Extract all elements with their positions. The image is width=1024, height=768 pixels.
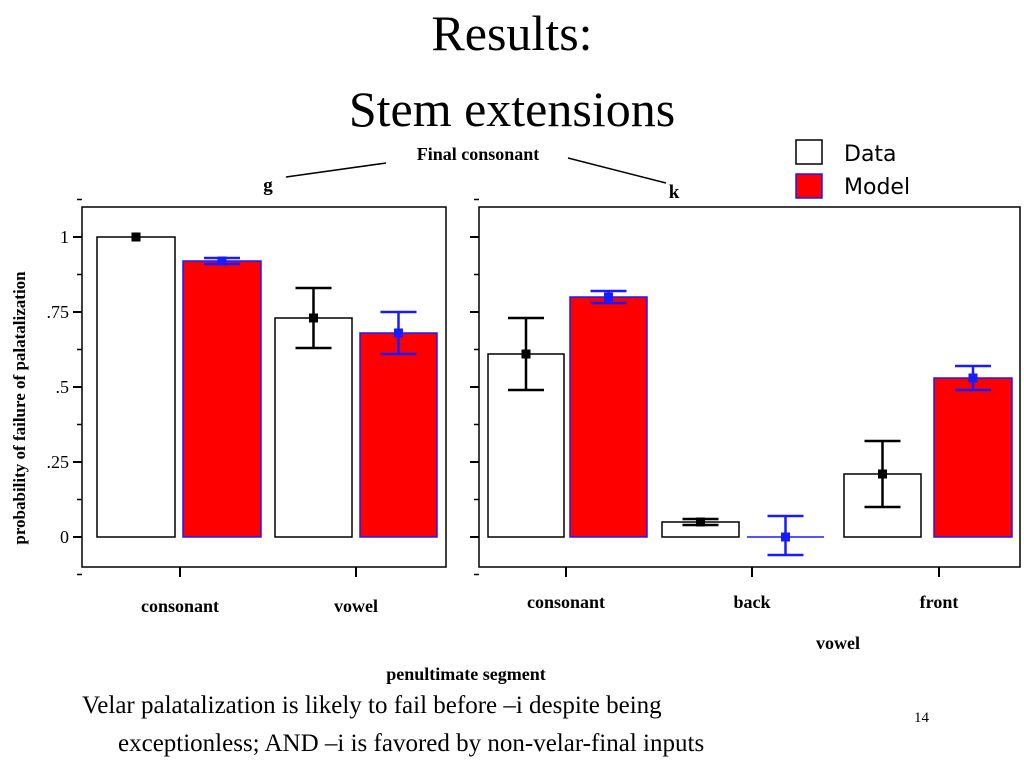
slide-title-line1: Results: — [431, 5, 593, 61]
point-marker-model — [781, 532, 790, 542]
facet-bracket-left — [285, 162, 387, 178]
facet-g-label: g — [263, 175, 273, 196]
x-tick-label: consonant — [141, 596, 219, 616]
x-sub-axis-label: vowel — [816, 633, 860, 653]
point-marker-data — [696, 517, 705, 527]
point-marker-model — [394, 328, 403, 338]
y-tick-label: 1 — [60, 227, 69, 247]
legend-label-model: Model — [844, 175, 910, 200]
facet-label: Final consonant — [417, 144, 540, 164]
point-marker-data — [521, 349, 531, 359]
legend-swatch-data — [795, 139, 823, 165]
bar-chart: 0 .25 .5 .75 1 consonant vowel consonant back fro… — [10, 139, 1021, 684]
facet-bracket-right — [567, 157, 667, 184]
x-tick-label: consonant — [527, 592, 605, 612]
y-axis-label: probability of failure of palatalization — [10, 271, 29, 545]
bar-data — [274, 317, 353, 538]
caption-line2: exceptionless; AND –i is favored by non-… — [118, 730, 705, 757]
bar-model — [933, 377, 1013, 538]
bar-model — [359, 332, 438, 538]
x-tick-label: vowel — [334, 596, 378, 616]
point-marker-data — [309, 313, 318, 323]
legend-label-data: Data — [844, 142, 897, 167]
facet-k-label: k — [669, 182, 680, 203]
legend-swatch-model — [795, 173, 823, 199]
slide-title-line2: Stem extensions — [348, 81, 676, 137]
bar-model — [569, 296, 648, 538]
y-tick-label: .75 — [47, 302, 70, 322]
chart-marks: 0 .25 .5 .75 1 consonant vowel consonant back fro… — [47, 198, 1021, 616]
x-axis-label: penultimate segment — [386, 664, 545, 684]
point-marker-data — [878, 469, 887, 479]
slide-number: 14 — [914, 710, 929, 726]
y-tick-label: 0 — [60, 527, 69, 547]
x-tick-label: back — [733, 592, 770, 612]
bar-model — [182, 260, 262, 538]
x-tick-label: front — [920, 592, 959, 612]
point-marker-data — [131, 232, 141, 242]
caption-line1: Velar palatalization is likely to fail b… — [82, 692, 662, 719]
bar-data — [96, 236, 176, 538]
y-tick-label: .25 — [47, 452, 70, 472]
point-marker-model — [604, 292, 613, 302]
point-marker-model — [217, 256, 227, 266]
legend: Data Model — [795, 139, 910, 200]
point-marker-model — [968, 373, 978, 383]
y-tick-label: .5 — [56, 377, 70, 397]
